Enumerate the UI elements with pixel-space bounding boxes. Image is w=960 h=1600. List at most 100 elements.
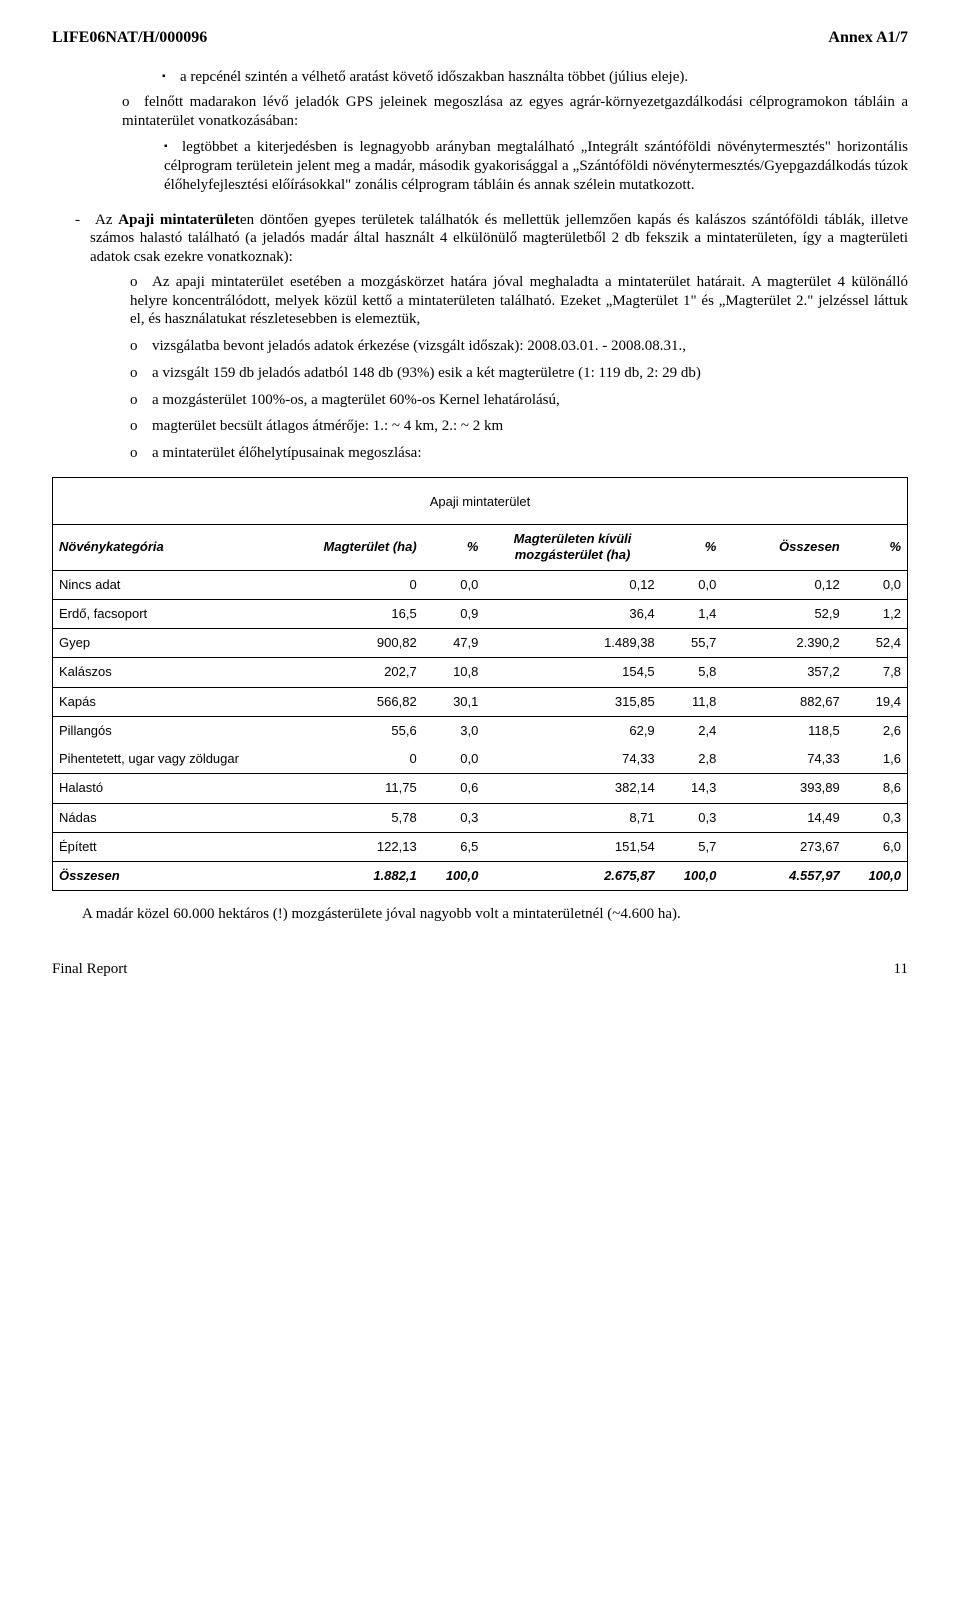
cell-value: 1,2: [846, 599, 908, 628]
cell-value: 10,8: [423, 658, 485, 687]
cell-value: 118,5: [722, 716, 845, 745]
o-bullet-item: a vizsgált 159 db jeladós adatból 148 db…: [130, 364, 908, 383]
col-header: Növénykategória: [53, 525, 300, 571]
cell-value: 52,4: [846, 629, 908, 658]
bold-text: Apaji mintaterület: [118, 212, 240, 228]
cell-value: 100,0: [423, 862, 485, 891]
cell-value: 4.557,97: [722, 862, 845, 891]
cell-value: 882,67: [722, 687, 845, 716]
col-header: Összesen: [722, 525, 845, 571]
col-header: Magterület (ha): [299, 525, 422, 571]
cell-value: 1.882,1: [299, 862, 422, 891]
table-header-row: Növénykategória Magterület (ha) % Magter…: [53, 525, 908, 571]
row-label: Nincs adat: [53, 570, 300, 599]
page-header: LIFE06NAT/H/000096 Annex A1/7: [52, 28, 908, 48]
row-label: Pillangós: [53, 716, 300, 745]
cell-value: 55,6: [299, 716, 422, 745]
row-label: Halastó: [53, 774, 300, 803]
cell-value: 382,14: [484, 774, 660, 803]
cell-value: 122,13: [299, 832, 422, 861]
footer-left: Final Report: [52, 960, 127, 979]
cell-value: 0,3: [846, 803, 908, 832]
bullet-text: felnőtt madarakon lévő jeladók GPS jelei…: [122, 94, 908, 129]
bullet-text: vizsgálatba bevont jeladós adatok érkezé…: [152, 338, 686, 354]
table-body: Nincs adat00,00,120,00,120,0Erdő, facsop…: [53, 570, 908, 891]
bullet-text: a mintaterület élőhelytípusainak megoszl…: [152, 445, 422, 461]
cell-value: 3,0: [423, 716, 485, 745]
cell-value: 52,9: [722, 599, 845, 628]
cell-value: 5,8: [661, 658, 723, 687]
col-header: Magterületen kívüli mozgásterület (ha): [484, 525, 660, 571]
table-title: Apaji mintaterület: [53, 477, 908, 524]
o-bullet-item: a mozgásterület 100%-os, a magterület 60…: [130, 391, 908, 410]
cell-value: 0,6: [423, 774, 485, 803]
table-row: Halastó11,750,6382,1414,3393,898,6: [53, 774, 908, 803]
square-bullet-item: legtöbbet a kiterjedésben is legnagyobb …: [164, 138, 908, 194]
cell-value: 0,3: [423, 803, 485, 832]
dash-paragraph: Az Apaji mintaterületen döntően gyepes t…: [52, 211, 908, 267]
o-bullet-item: felnőtt madarakon lévő jeladók GPS jelei…: [122, 93, 908, 131]
cell-value: 0,12: [722, 570, 845, 599]
table-row: Nádas5,780,38,710,314,490,3: [53, 803, 908, 832]
cell-value: 1,4: [661, 599, 723, 628]
cell-value: 0,3: [661, 803, 723, 832]
cell-value: 6,0: [846, 832, 908, 861]
cell-value: 5,78: [299, 803, 422, 832]
cell-value: 566,82: [299, 687, 422, 716]
closing-paragraph: A madár közel 60.000 hektáros (!) mozgás…: [82, 905, 878, 924]
o-bullet-block-2: Az apaji mintaterület esetében a mozgásk…: [52, 273, 908, 463]
cell-value: 14,3: [661, 774, 723, 803]
cell-value: 16,5: [299, 599, 422, 628]
row-label: Pihentetett, ugar vagy zöldugar: [53, 745, 300, 774]
cell-value: 2.390,2: [722, 629, 845, 658]
cell-value: 19,4: [846, 687, 908, 716]
footer-right: 11: [894, 960, 908, 979]
bullet-text: Az apaji mintaterület esetében a mozgásk…: [130, 274, 908, 328]
cell-value: 315,85: [484, 687, 660, 716]
cell-value: 2,6: [846, 716, 908, 745]
cell-value: 11,8: [661, 687, 723, 716]
row-label: Összesen: [53, 862, 300, 891]
table-row: Gyep900,8247,91.489,3855,72.390,252,4: [53, 629, 908, 658]
cell-value: 0,0: [846, 570, 908, 599]
cell-value: 30,1: [423, 687, 485, 716]
o-bullet-item: vizsgálatba bevont jeladós adatok érkezé…: [130, 337, 908, 356]
table-title-row: Apaji mintaterület: [53, 477, 908, 524]
cell-value: 74,33: [484, 745, 660, 774]
square-bullet-block-2: legtöbbet a kiterjedésben is legnagyobb …: [52, 138, 908, 194]
row-label: Épített: [53, 832, 300, 861]
bullet-text: magterület becsült átlagos átmérője: 1.:…: [152, 418, 503, 434]
cell-value: 0: [299, 570, 422, 599]
row-label: Kalászos: [53, 658, 300, 687]
cell-value: 36,4: [484, 599, 660, 628]
cell-value: 14,49: [722, 803, 845, 832]
bullet-text: a repcénél szintén a vélhető aratást köv…: [180, 69, 688, 85]
cell-value: 0,9: [423, 599, 485, 628]
page-footer: Final Report 11: [52, 960, 908, 979]
cell-value: 6,5: [423, 832, 485, 861]
table-row: Épített122,136,5151,545,7273,676,0: [53, 832, 908, 861]
table-row: Nincs adat00,00,120,00,120,0: [53, 570, 908, 599]
row-label: Erdő, facsoport: [53, 599, 300, 628]
bullet-text: legtöbbet a kiterjedésben is legnagyobb …: [164, 139, 908, 193]
header-right: Annex A1/7: [828, 28, 908, 48]
header-left: LIFE06NAT/H/000096: [52, 28, 207, 48]
cell-value: 62,9: [484, 716, 660, 745]
table-row: Kalászos202,710,8154,55,8357,27,8: [53, 658, 908, 687]
cell-value: 154,5: [484, 658, 660, 687]
cell-value: 47,9: [423, 629, 485, 658]
cell-value: 393,89: [722, 774, 845, 803]
cell-value: 0,0: [423, 745, 485, 774]
o-bullet-item: Az apaji mintaterület esetében a mozgásk…: [130, 273, 908, 329]
o-bullet-item: a mintaterület élőhelytípusainak megoszl…: [130, 444, 908, 463]
cell-value: 7,8: [846, 658, 908, 687]
table-row: Pillangós55,63,062,92,4118,52,6: [53, 716, 908, 745]
habitat-table: Apaji mintaterület Növénykategória Magte…: [52, 477, 908, 892]
table-row: Kapás566,8230,1315,8511,8882,6719,4: [53, 687, 908, 716]
row-label: Kapás: [53, 687, 300, 716]
bullet-text: a vizsgált 159 db jeladós adatból 148 db…: [152, 365, 701, 381]
cell-value: 74,33: [722, 745, 845, 774]
cell-value: 0: [299, 745, 422, 774]
col-header: %: [423, 525, 485, 571]
cell-value: 151,54: [484, 832, 660, 861]
